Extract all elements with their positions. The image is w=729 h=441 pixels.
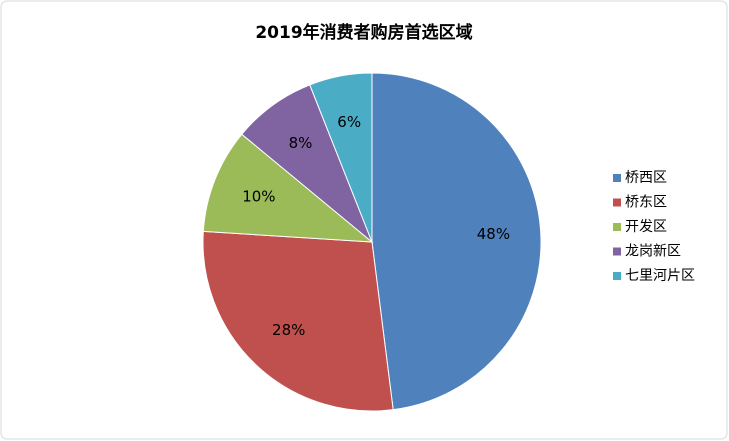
legend-label: 开发区 bbox=[625, 219, 667, 235]
legend-swatch bbox=[613, 198, 621, 207]
pie-slice bbox=[202, 133, 374, 243]
legend-swatch bbox=[613, 174, 621, 182]
legend-label: 桥东区 bbox=[625, 195, 667, 211]
pie-slice bbox=[202, 230, 394, 412]
pie-slice bbox=[309, 72, 373, 243]
legend-label: 桥西区 bbox=[625, 170, 667, 186]
pie-slice bbox=[371, 72, 542, 411]
data-label: 10% bbox=[242, 188, 275, 206]
chart-title: 2019年消费者购房首选区域 bbox=[255, 22, 472, 43]
legend-label: 龙岗新区 bbox=[625, 244, 681, 260]
data-label: 28% bbox=[272, 321, 305, 339]
data-label: 48% bbox=[477, 225, 510, 243]
legend-swatch bbox=[613, 223, 621, 231]
legend-swatch bbox=[613, 247, 621, 256]
data-label: 6% bbox=[337, 113, 361, 131]
legend-label: 七里河片区 bbox=[625, 268, 695, 284]
data-label: 8% bbox=[289, 134, 313, 152]
legend-swatch bbox=[613, 272, 621, 280]
